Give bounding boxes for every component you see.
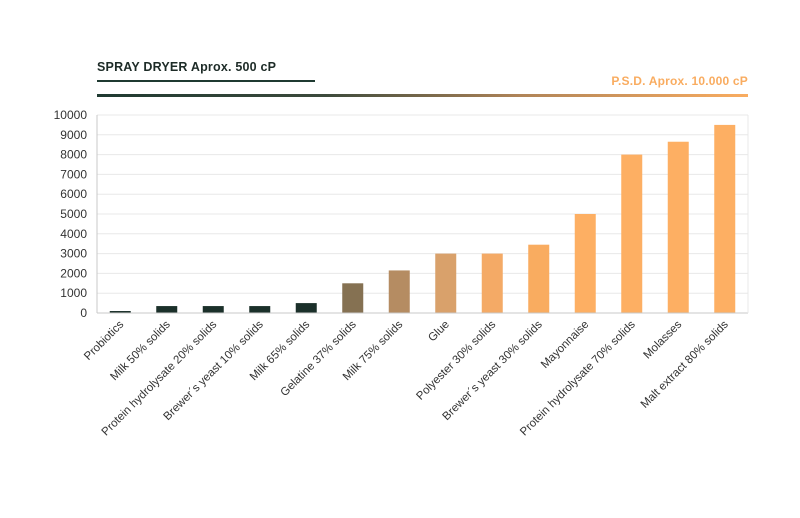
bar (621, 154, 643, 313)
y-tick-label: 3000 (60, 247, 87, 261)
bar (528, 244, 550, 313)
x-tick-label: Brewer´s yeast 30% solids (441, 318, 545, 422)
bar (109, 311, 131, 313)
axes (96, 115, 749, 314)
y-tick-label: 1000 (60, 286, 87, 300)
x-tick-label: Brewer´s yeast 10% solids (162, 318, 266, 422)
x-tick-label: Polyester 30% solids (414, 318, 498, 402)
y-tick-label: 9000 (60, 128, 87, 142)
x-tick-label: Malt extract 80% solids (639, 318, 731, 410)
bars (109, 124, 736, 314)
x-tick-label: Probiotics (82, 318, 126, 362)
grid-lines (97, 114, 748, 294)
bar (481, 253, 503, 313)
bar (202, 306, 224, 313)
bar (388, 270, 410, 313)
x-tick-label: Glue (426, 319, 452, 345)
spray-dryer-title: SPRAY DRYER Aprox. 500 cP (97, 60, 277, 74)
gradient-divider (97, 94, 748, 97)
y-tick-label: 2000 (60, 266, 87, 280)
y-tick-label: 6000 (60, 187, 87, 201)
bar (342, 283, 364, 313)
bar (295, 303, 317, 313)
spray-dryer-underline (97, 80, 315, 82)
psd-title: P.S.D. Aprox. 10.000 cP (611, 74, 748, 88)
y-tick-label: 10000 (54, 108, 88, 122)
bar (249, 306, 271, 313)
bar (714, 124, 736, 314)
y-tick-label: 8000 (60, 148, 87, 162)
bar (435, 253, 457, 313)
y-tick-label: 0 (80, 306, 87, 320)
x-tick-label: Molasses (642, 318, 685, 361)
y-tick-label: 4000 (60, 227, 87, 241)
bar (156, 306, 178, 313)
bar (667, 141, 689, 313)
y-tick-labels: 0 1000 2000 3000 4000 5000 6000 7000 8000 9000 100… (54, 108, 88, 320)
y-tick-label: 5000 (60, 207, 87, 221)
bar (574, 214, 596, 313)
y-tick-label: 7000 (60, 167, 87, 181)
